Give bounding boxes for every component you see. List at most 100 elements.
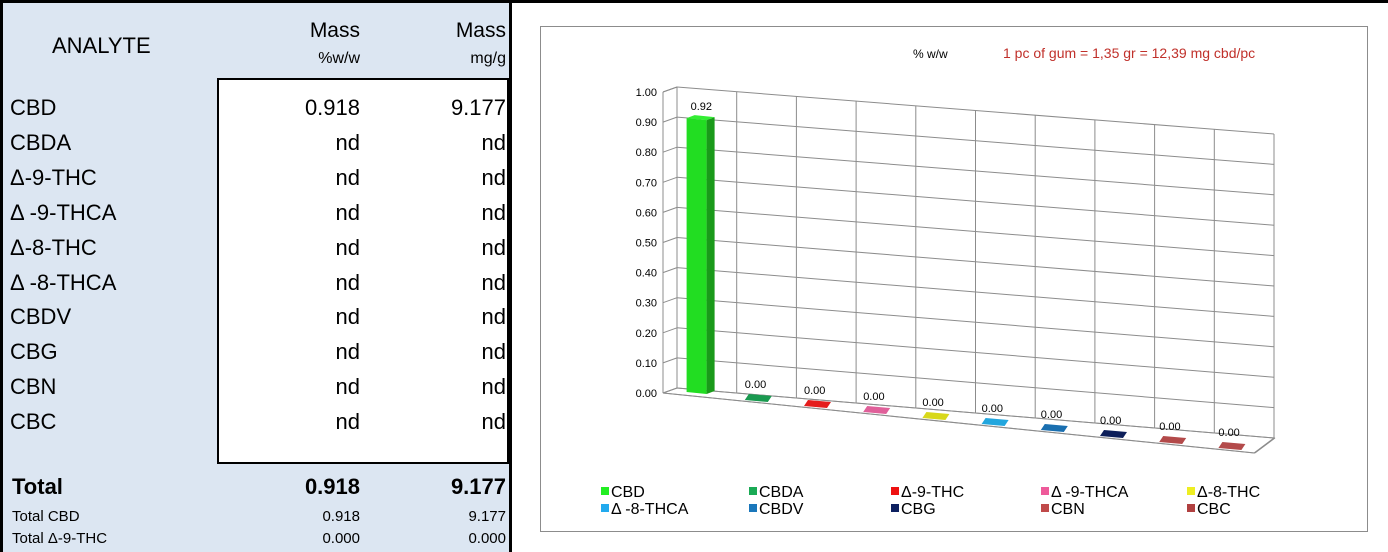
analyte-pct: nd [335,270,360,295]
bar-chart: 0.00 0.10 0.20 0.30 0.40 0.50 0.60 0.70 0.80 0.90… [601,45,1276,518]
analyte-name: Δ -8-THCA [10,270,117,295]
bar-front [686,118,707,395]
analyte-name: CBG [10,339,58,364]
bar-flat [804,400,831,408]
header-unit-pct: %w/w [318,50,360,67]
y-tick-label: 0.60 [636,207,657,219]
total-cbd-mg: 9.177 [468,508,506,525]
total-pct: 0.918 [304,474,360,499]
legend-swatch [749,487,757,495]
header-analyte: ANALYTE [52,33,151,58]
y-tick-label: 0.50 [636,238,657,250]
gridline-depth [662,176,678,183]
total-cbd-pct: 0.918 [322,508,360,525]
header-mass-pct: Mass [309,19,360,42]
legend-label: CBDV [759,501,804,518]
values-box [217,78,509,464]
data-label: 0.00 [1159,421,1180,433]
data-label: 0.00 [1041,409,1062,421]
analyte-name: Δ-8-THC [10,235,97,260]
analyte-mg: nd [481,235,506,260]
bar-side [706,117,715,395]
legend-swatch [601,487,609,495]
total-thc-pct: 0.000 [322,530,360,547]
analyte-name: CBDV [10,304,72,329]
analyte-name: Δ-9-THC [10,165,97,190]
gridline-depth [662,327,678,334]
analyte-mg: 9.177 [450,95,506,120]
analyte-mg: nd [481,409,506,434]
gridline-depth [662,297,678,304]
legend-label: CBG [901,501,936,518]
analyte-pct: nd [335,130,360,155]
analyte-name: CBD [10,95,57,120]
total-mg: 9.177 [450,474,506,499]
gridline-depth [662,146,678,153]
legend-swatch [749,504,757,512]
legend-label: Δ -8-THCA [611,501,689,518]
bar-flat [1159,436,1187,444]
bar-top [686,115,715,121]
gridline-depth [662,387,678,394]
total-thc-mg: 0.000 [468,530,506,547]
analyte-pct: nd [335,200,360,225]
legend-label: CBN [1051,501,1085,518]
bar-flat [1218,442,1246,450]
total-thc-label: Total Δ-9-THC [12,530,108,547]
header-unit-mg: mg/g [470,50,506,67]
data-label: 0.00 [863,391,884,403]
analyte-mg: nd [481,270,506,295]
bar-flat [922,412,950,420]
legend-label: CBDA [759,484,804,501]
data-label: 0.92 [691,101,712,113]
data-label: 0.00 [745,379,766,391]
analyte-pct: nd [335,409,360,434]
y-tick-label: 0.20 [636,328,657,340]
analyte-pct: nd [335,374,360,399]
data-label: 0.00 [922,397,943,409]
legend-swatch [1041,487,1049,495]
analyte-pct: nd [335,165,360,190]
legend-swatch [891,487,899,495]
y-tick-label: 0.00 [636,388,657,400]
y-tick-label: 0.70 [636,177,657,189]
data-label: 0.00 [982,403,1003,415]
analyte-mg: nd [481,374,506,399]
analyte-name: CBC [10,409,57,434]
chart-title: % w/w [913,47,948,61]
analyte-mg: nd [481,165,506,190]
bar-flat [1040,424,1068,432]
header-mass-mg: Mass [455,19,506,42]
y-tick-label: 0.80 [636,147,657,159]
axis-left-top [662,86,678,93]
legend-swatch [891,504,899,512]
analyte-pct: 0.918 [304,95,360,120]
data-label: 0.00 [804,385,825,397]
analyte-name: CBDA [10,130,72,155]
analyte-pct: nd [335,339,360,364]
legend-label: Δ-9-THC [901,484,964,501]
total-cbd-label: Total CBD [12,508,80,525]
total-label: Total [12,474,63,499]
legend-swatch [601,504,609,512]
analyte-mg: nd [481,339,506,364]
y-tick-label: 0.30 [636,298,657,310]
analyte-mg: nd [481,130,506,155]
legend-label: Δ-8-THC [1197,484,1260,501]
analyte-pct: nd [335,235,360,260]
gridline-depth [662,357,678,364]
legend-label: CBD [611,484,645,501]
gridline-depth [662,267,678,274]
axis-floor-front [662,392,1256,454]
axis-floor-right [1254,437,1276,454]
data-label: 0.00 [1218,427,1239,439]
bar-flat [981,418,1009,426]
data-label: 0.00 [1100,415,1121,427]
legend-swatch [1041,504,1049,512]
analyte-name: Δ -9-THCA [10,200,117,225]
bar-flat [744,394,772,402]
y-tick-label: 1.00 [636,87,657,99]
gridline-depth [662,237,678,243]
legend-label: Δ -9-THCA [1051,484,1129,501]
gridline-depth [662,206,678,213]
